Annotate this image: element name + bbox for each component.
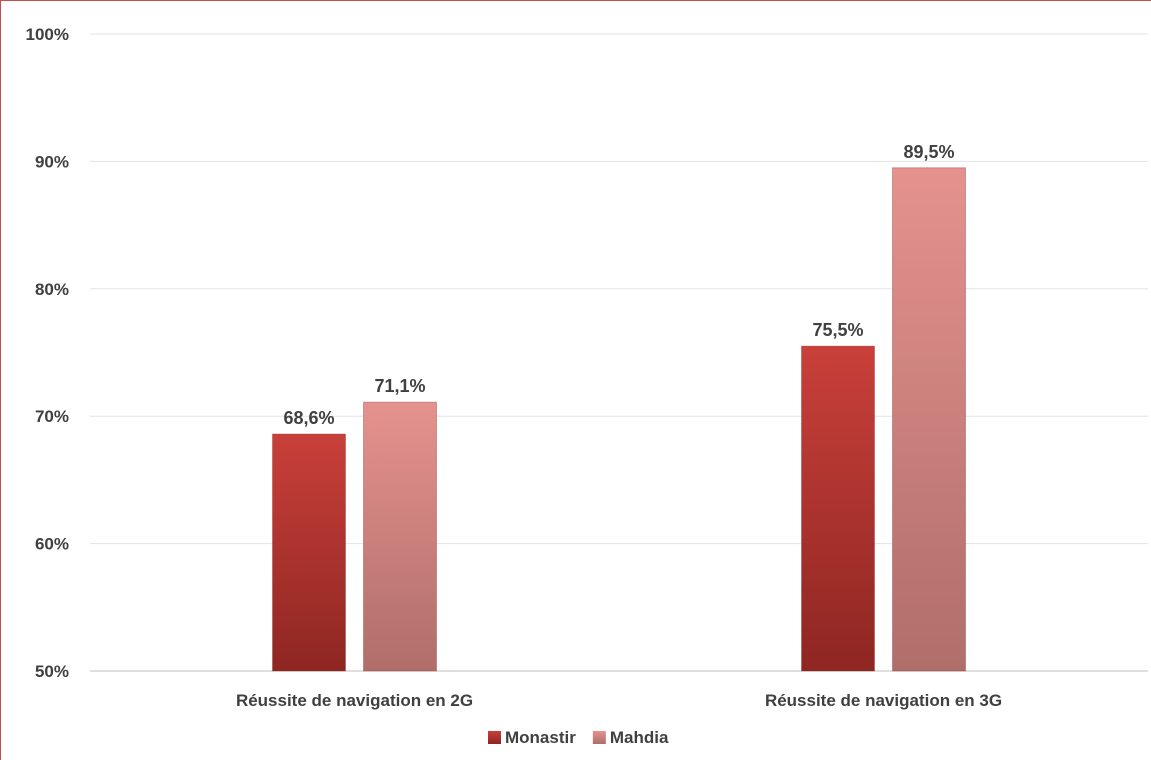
- legend-label-monastir: Monastir: [505, 728, 576, 747]
- bar-mahdia-1: [363, 401, 437, 672]
- y-tick-label: 100%: [26, 25, 69, 44]
- data-label: 71,1%: [374, 376, 425, 396]
- x-category-label: Réussite de navigation en 2G: [236, 691, 473, 710]
- y-tick-label: 60%: [35, 535, 69, 554]
- gridlines: [90, 33, 1148, 672]
- legend-label-mahdia: Mahdia: [610, 728, 669, 747]
- data-labels: 68,6% 71,1% 75,5% 89,5%: [283, 142, 954, 428]
- bar-monastir-2: [801, 345, 875, 672]
- bars: [272, 167, 966, 672]
- bar-mahdia-2: [892, 167, 966, 672]
- y-axis: 50% 60% 70% 80% 90% 100%: [26, 25, 69, 681]
- x-axis: Réussite de navigation en 2G Réussite de …: [236, 691, 1002, 710]
- y-tick-label: 70%: [35, 407, 69, 426]
- legend-swatch-monastir: [488, 731, 501, 744]
- x-category-label: Réussite de navigation en 3G: [765, 691, 1002, 710]
- y-tick-label: 80%: [35, 280, 69, 299]
- data-label: 89,5%: [903, 142, 954, 162]
- legend-swatch-mahdia: [592, 731, 606, 744]
- y-tick-label: 90%: [35, 152, 69, 171]
- bar-monastir-1: [272, 433, 346, 672]
- data-label: 75,5%: [812, 320, 863, 340]
- y-tick-label: 50%: [35, 662, 69, 681]
- legend: Monastir Mahdia: [488, 728, 669, 747]
- data-label: 68,6%: [283, 408, 334, 428]
